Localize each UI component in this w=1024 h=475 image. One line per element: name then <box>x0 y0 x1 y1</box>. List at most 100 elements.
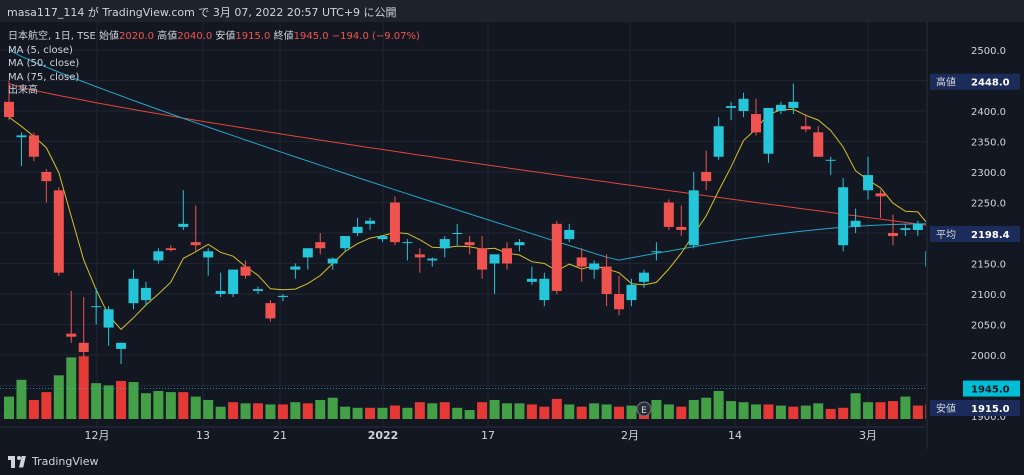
candle-body <box>688 190 699 246</box>
price-tag: 高値 2448.0 <box>930 73 1020 90</box>
legend-open-label: 始値 <box>99 31 120 42</box>
volume-bar <box>502 403 512 419</box>
candle-body <box>788 101 799 108</box>
price-tag-label-bg <box>930 225 963 242</box>
volume-bar <box>190 396 201 419</box>
volume-bar <box>302 403 313 419</box>
ma75-line <box>8 83 931 227</box>
tradingview-logo[interactable]: TradingView <box>8 455 98 468</box>
candle-body <box>91 306 102 308</box>
candle-body <box>838 187 849 246</box>
volume-bar <box>477 402 488 419</box>
volume-bar <box>713 391 724 419</box>
candle-body <box>290 266 301 270</box>
legend-volume[interactable]: 出来高 <box>8 85 38 96</box>
candle-body <box>253 289 263 291</box>
candle-body <box>912 223 923 230</box>
candle-body <box>539 278 550 301</box>
chart-background <box>0 22 1024 449</box>
volume-bar <box>253 403 263 419</box>
x-tick-label: 14 <box>728 429 742 442</box>
x-tick-label: 12月 <box>85 429 110 442</box>
y-tick-label: 2500.0 <box>971 46 1006 57</box>
y-tick-label: 2050.0 <box>971 321 1006 332</box>
volume-bar <box>153 391 164 419</box>
volume-bar <box>514 403 525 419</box>
candle-body <box>850 220 861 227</box>
volume-bar <box>751 404 761 419</box>
price-tag-value-bg <box>963 400 1020 416</box>
candle-body <box>402 242 413 244</box>
volume-bar <box>91 383 102 419</box>
footer <box>0 449 1024 475</box>
volume-bar <box>912 405 923 419</box>
volume-bar <box>377 407 388 419</box>
volume-bar <box>439 402 450 419</box>
volume-bar <box>66 357 77 419</box>
y-tick-label: 2150.0 <box>971 260 1006 271</box>
candle-body <box>103 309 114 328</box>
x-tick-label: 21 <box>273 429 287 442</box>
price-tag-value-bg <box>963 225 1020 242</box>
volume-bar <box>53 375 64 419</box>
candle-body <box>900 228 911 230</box>
volume-bar <box>103 385 114 419</box>
volume-bar <box>775 405 786 419</box>
volume-bar <box>813 403 824 419</box>
candle-body <box>713 126 724 157</box>
volume-bar <box>464 410 475 419</box>
legend-ma50[interactable]: MA (50, close) <box>8 58 80 69</box>
volume-bar <box>850 393 861 419</box>
price-tag: 1945.0 <box>963 380 1020 397</box>
candle-body <box>439 239 450 249</box>
candle-body <box>626 284 637 301</box>
price-tag-value-bg <box>963 380 1020 397</box>
price-tag: 安値 1915.0 <box>930 400 1020 416</box>
candle-body <box>564 229 575 240</box>
volume-bar <box>825 408 836 419</box>
volume-bar <box>28 399 39 419</box>
candle-body <box>340 236 351 249</box>
candle-body <box>265 303 276 319</box>
y-tick-label: 2350.0 <box>971 138 1006 149</box>
candle-body <box>140 287 151 301</box>
volume-bar <box>116 380 127 419</box>
legend-ma5[interactable]: MA (5, close) <box>8 44 73 56</box>
candle-body <box>414 254 425 258</box>
volume-bar <box>178 392 189 419</box>
candle-body <box>153 251 164 261</box>
tradingview-brand: TradingView <box>32 455 99 468</box>
candle-body <box>66 333 77 337</box>
price-tag-label-bg <box>930 400 963 416</box>
volume-bar <box>41 392 52 419</box>
price-tag-label: 安値 <box>936 402 956 415</box>
candle-body <box>190 242 201 246</box>
candle-body <box>128 278 139 304</box>
candle-body <box>663 202 674 227</box>
candle-body <box>589 263 600 270</box>
candle-body <box>813 132 824 157</box>
volume-bar <box>900 396 911 419</box>
volume-bar <box>887 401 898 419</box>
candlestick-chart[interactable]: E2500.02450.02400.02350.02300.02250.0220… <box>0 22 1024 449</box>
volume-bar <box>16 379 27 419</box>
legend-close: 1945.0 <box>293 31 329 42</box>
volume-bar <box>601 404 612 419</box>
y-tick-label: 2000.0 <box>971 351 1006 362</box>
legend-ma75[interactable]: MA (75, close) <box>8 71 80 83</box>
legend-ohlc-row: 日本航空, 1日, TSE 始値2020.0 高値2040.0 安値1915.0… <box>8 30 420 44</box>
candle-body <box>78 342 89 352</box>
candle-body <box>228 269 239 294</box>
earnings-letter: E <box>641 406 647 416</box>
volume-bar <box>626 405 637 419</box>
price-tag-value: 1915.0 <box>971 404 1010 415</box>
volume-bar <box>452 407 463 419</box>
candle-body <box>365 220 376 224</box>
x-tick-label: 13 <box>196 429 210 442</box>
volume-bar <box>389 405 400 419</box>
candle-body <box>526 278 537 282</box>
volume-bar <box>352 407 363 419</box>
price-tag: 平均 2198.4 <box>930 225 1020 242</box>
candle-body <box>377 236 388 240</box>
candle-body <box>863 175 874 191</box>
